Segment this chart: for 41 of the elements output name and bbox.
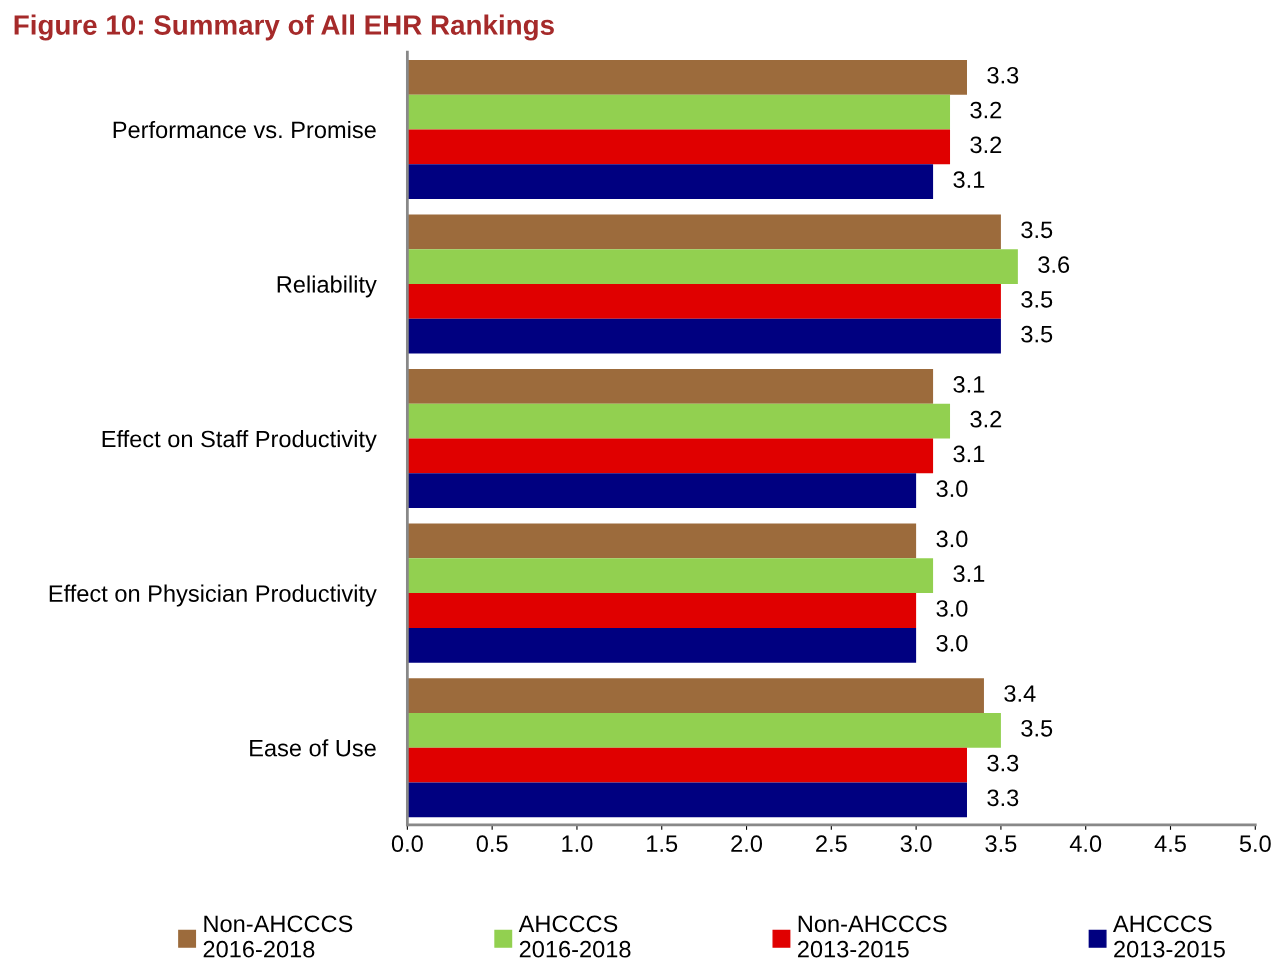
x-tick-label: 3.5 (985, 835, 1017, 853)
data-label: 3.3 (987, 66, 1019, 84)
data-label: 3.4 (1004, 685, 1036, 702)
data-label: 3.0 (936, 530, 968, 548)
y-tick-label: Effect on Physician Productivity (49, 584, 377, 607)
x-tick-label: 4.5 (1154, 835, 1186, 853)
y-tick-label: Ease of Use (250, 739, 376, 757)
x-tick-label: 4.0 (1069, 835, 1102, 853)
data-label: 3.2 (970, 101, 1002, 119)
data-label: 3.2 (970, 410, 1002, 428)
data-label: 3.0 (936, 480, 968, 498)
x-tick-label: 5.0 (1239, 835, 1271, 853)
x-tick-label: 1.5 (647, 835, 678, 853)
x-tick-label: 2.5 (816, 835, 847, 853)
x-tick-label: 0.0 (391, 835, 423, 853)
legend-label: AHCCCS 2013-2015 (1113, 915, 1225, 958)
y-tick-label: Reliability (277, 275, 377, 298)
legend-label: Non-AHCCCS 2016-2018 (203, 915, 353, 958)
data-label: 3.1 (953, 376, 985, 393)
legend-label: AHCCCS 2016-2018 (518, 915, 631, 958)
chart-title: Figure 10: Summary of All EHR Rankings (14, 14, 554, 41)
data-label: 3.1 (953, 565, 985, 583)
y-tick-label: Performance vs. Promise (113, 120, 376, 139)
data-label: 3.3 (987, 789, 1019, 807)
data-label: 3.5 (1021, 719, 1053, 737)
data-label: 3.2 (970, 136, 1002, 154)
data-label: 3.1 (953, 445, 985, 463)
data-label: 3.0 (936, 600, 968, 617)
data-label: 3.1 (953, 171, 985, 188)
data-label: 3.3 (987, 754, 1019, 772)
data-label: 3.6 (1038, 256, 1070, 273)
y-tick-label: Effect on Staff Productivity (102, 430, 377, 453)
x-tick-label: 2.0 (731, 835, 763, 853)
x-tick-label: 0.5 (476, 835, 508, 853)
x-tick-label: 3.0 (900, 835, 932, 853)
data-label: 3.0 (936, 634, 968, 652)
legend-label: Non-AHCCCS 2013-2015 (797, 915, 947, 958)
data-label: 3.5 (1021, 291, 1053, 308)
x-tick-label: 1.0 (562, 835, 593, 853)
data-label: 3.5 (1021, 325, 1053, 343)
data-label: 3.5 (1021, 221, 1053, 239)
